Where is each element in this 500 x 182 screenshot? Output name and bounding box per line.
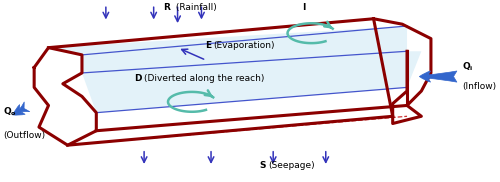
- Text: S: S: [260, 161, 266, 171]
- Polygon shape: [48, 26, 422, 113]
- Text: I: I: [302, 3, 306, 11]
- Text: (Outflow): (Outflow): [3, 131, 45, 140]
- Text: D: D: [134, 74, 141, 83]
- Text: (Rainfall): (Rainfall): [173, 3, 216, 11]
- Text: (Seepage): (Seepage): [268, 161, 315, 171]
- Text: (Diverted along the reach): (Diverted along the reach): [144, 74, 264, 83]
- Text: (Evaporation): (Evaporation): [214, 41, 275, 50]
- Text: E: E: [205, 41, 211, 50]
- Text: $\mathbf{Q_i}$: $\mathbf{Q_i}$: [462, 60, 473, 73]
- Text: (Inflow): (Inflow): [462, 82, 496, 91]
- Text: $\mathbf{Q_o}$: $\mathbf{Q_o}$: [3, 106, 17, 118]
- Text: R: R: [164, 3, 170, 11]
